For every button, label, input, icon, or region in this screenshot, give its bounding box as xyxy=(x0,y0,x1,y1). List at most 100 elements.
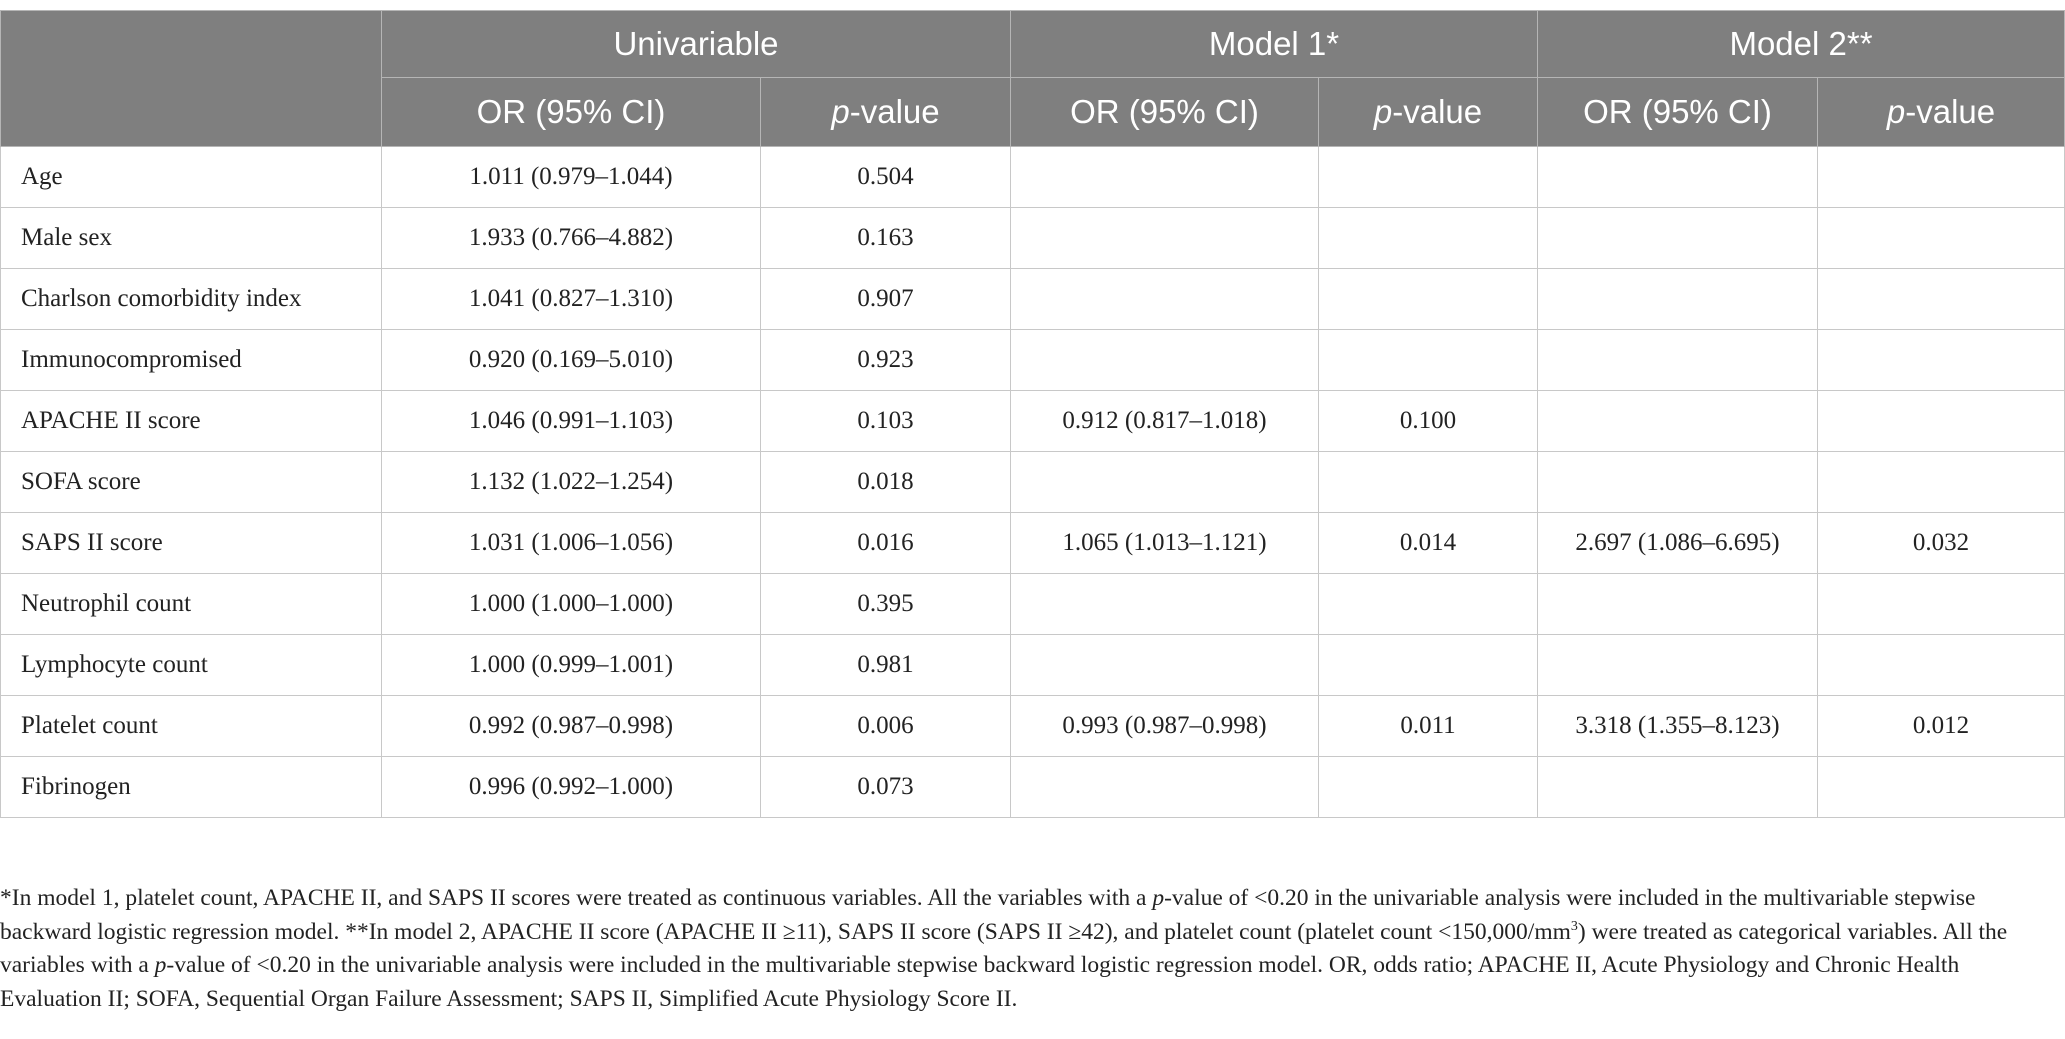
corner-cell xyxy=(0,10,382,147)
cell: 1.933 (0.766–4.882) xyxy=(381,207,761,269)
cell: 0.981 xyxy=(760,634,1011,696)
empty-cell xyxy=(1537,268,1818,330)
sub-header: p-value xyxy=(1817,77,2065,147)
cell: 0.920 (0.169–5.010) xyxy=(381,329,761,391)
empty-cell xyxy=(1010,451,1319,513)
cell: 0.395 xyxy=(760,573,1011,635)
empty-cell xyxy=(1817,268,2065,330)
empty-cell xyxy=(1318,634,1538,696)
empty-cell xyxy=(1010,268,1319,330)
cell: 1.011 (0.979–1.044) xyxy=(381,146,761,208)
row-label: SAPS II score xyxy=(0,512,382,574)
results-table: Univariable Model 1* Model 2** OR (95% CI) p… xyxy=(0,10,2065,818)
cell: 3.318 (1.355–8.123) xyxy=(1537,695,1818,757)
cell: 0.012 xyxy=(1817,695,2065,757)
empty-cell xyxy=(1537,146,1818,208)
cell: 0.163 xyxy=(760,207,1011,269)
sub-header: OR (95% CI) xyxy=(1537,77,1818,147)
empty-cell xyxy=(1010,207,1319,269)
empty-cell xyxy=(1010,146,1319,208)
sub-header: OR (95% CI) xyxy=(381,77,761,147)
empty-cell xyxy=(1010,634,1319,696)
empty-cell xyxy=(1817,573,2065,635)
sub-header: p-value xyxy=(760,77,1011,147)
empty-cell xyxy=(1817,451,2065,513)
cell: 0.907 xyxy=(760,268,1011,330)
cell: 1.041 (0.827–1.310) xyxy=(381,268,761,330)
table-row: Fibrinogen 0.996 (0.992–1.000) 0.073 xyxy=(0,756,2065,818)
empty-cell xyxy=(1817,756,2065,818)
row-label: APACHE II score xyxy=(0,390,382,452)
cell: 0.018 xyxy=(760,451,1011,513)
text-segment: ) were treated as categorical variables.… xyxy=(0,918,2008,979)
footnote: *In model 1, platelet count, APACHE II, … xyxy=(0,882,2040,1016)
table-row: SOFA score 1.132 (1.022–1.254) 0.018 xyxy=(0,451,2065,513)
row-label: Lymphocyte count xyxy=(0,634,382,696)
empty-cell xyxy=(1537,390,1818,452)
text-segment: p xyxy=(1373,93,1393,130)
group-header: Univariable xyxy=(381,10,1011,78)
cell: 0.923 xyxy=(760,329,1011,391)
empty-cell xyxy=(1537,756,1818,818)
sub-header: p-value xyxy=(1318,77,1538,147)
table-row: Age 1.011 (0.979–1.044) 0.504 xyxy=(0,146,2065,208)
sub-header-row: OR (95% CI) p-value OR (95% CI) p-value OR (… xyxy=(1,77,2065,147)
table-body: Age 1.011 (0.979–1.044) 0.504 Male sex 1.933… xyxy=(0,146,2065,818)
cell: 0.996 (0.992–1.000) xyxy=(381,756,761,818)
empty-cell xyxy=(1318,756,1538,818)
table-row: SAPS II score 1.031 (1.006–1.056) 0.016 1.0… xyxy=(0,512,2065,574)
cell: 0.011 xyxy=(1318,695,1538,757)
row-label: Fibrinogen xyxy=(0,756,382,818)
cell: 0.100 xyxy=(1318,390,1538,452)
table-row: Platelet count 0.992 (0.987–0.998) 0.006 0.… xyxy=(0,695,2065,757)
text-segment: OR (95% CI) xyxy=(1583,93,1772,130)
empty-cell xyxy=(1318,451,1538,513)
empty-cell xyxy=(1318,268,1538,330)
group-header: Model 2** xyxy=(1537,10,2065,78)
text-segment: p xyxy=(1886,93,1906,130)
empty-cell xyxy=(1318,573,1538,635)
empty-cell xyxy=(1537,207,1818,269)
cell: 1.046 (0.991–1.103) xyxy=(381,390,761,452)
empty-cell xyxy=(1537,573,1818,635)
cell: 1.000 (1.000–1.000) xyxy=(381,573,761,635)
text-segment: -value xyxy=(849,93,940,130)
row-label: Platelet count xyxy=(0,695,382,757)
group-header-row: Univariable Model 1* Model 2** xyxy=(0,10,2065,147)
cell: 1.000 (0.999–1.001) xyxy=(381,634,761,696)
table-row: Immunocompromised 0.920 (0.169–5.010) 0.92… xyxy=(0,329,2065,391)
table-row: Charlson comorbidity index 1.041 (0.827–1… xyxy=(0,268,2065,330)
empty-cell xyxy=(1817,207,2065,269)
cell: 1.031 (1.006–1.056) xyxy=(381,512,761,574)
cell: 1.132 (1.022–1.254) xyxy=(381,451,761,513)
cell: 0.504 xyxy=(760,146,1011,208)
text-segment: p xyxy=(1152,885,1165,911)
empty-cell xyxy=(1318,146,1538,208)
cell: 0.073 xyxy=(760,756,1011,818)
table-row: Lymphocyte count 1.000 (0.999–1.001) 0.981 xyxy=(0,634,2065,696)
text-segment: p xyxy=(831,93,850,130)
empty-cell xyxy=(1010,573,1319,635)
cell: 0.103 xyxy=(760,390,1011,452)
empty-cell xyxy=(1537,634,1818,696)
cell: 0.006 xyxy=(760,695,1011,757)
empty-cell xyxy=(1817,146,2065,208)
cell: 0.993 (0.987–0.998) xyxy=(1010,695,1319,757)
text-segment: OR (95% CI) xyxy=(1070,93,1259,130)
row-label: Immunocompromised xyxy=(0,329,382,391)
text-segment: -value xyxy=(1905,93,1996,130)
cell: 2.697 (1.086–6.695) xyxy=(1537,512,1818,574)
cell: 1.065 (1.013–1.121) xyxy=(1010,512,1319,574)
empty-cell xyxy=(1817,329,2065,391)
text-segment: OR (95% CI) xyxy=(476,93,666,130)
text-segment: -value of <0.20 in the univariable analy… xyxy=(0,952,1960,1012)
row-label: Age xyxy=(0,146,382,208)
cell: 0.016 xyxy=(760,512,1011,574)
group-header: Model 1* xyxy=(1010,10,1538,78)
empty-cell xyxy=(1817,634,2065,696)
sub-header: OR (95% CI) xyxy=(1010,77,1319,147)
text-segment: *In model 1, platelet count, APACHE II, … xyxy=(0,885,1153,911)
row-label: Neutrophil count xyxy=(0,573,382,635)
cell: 0.032 xyxy=(1817,512,2065,574)
